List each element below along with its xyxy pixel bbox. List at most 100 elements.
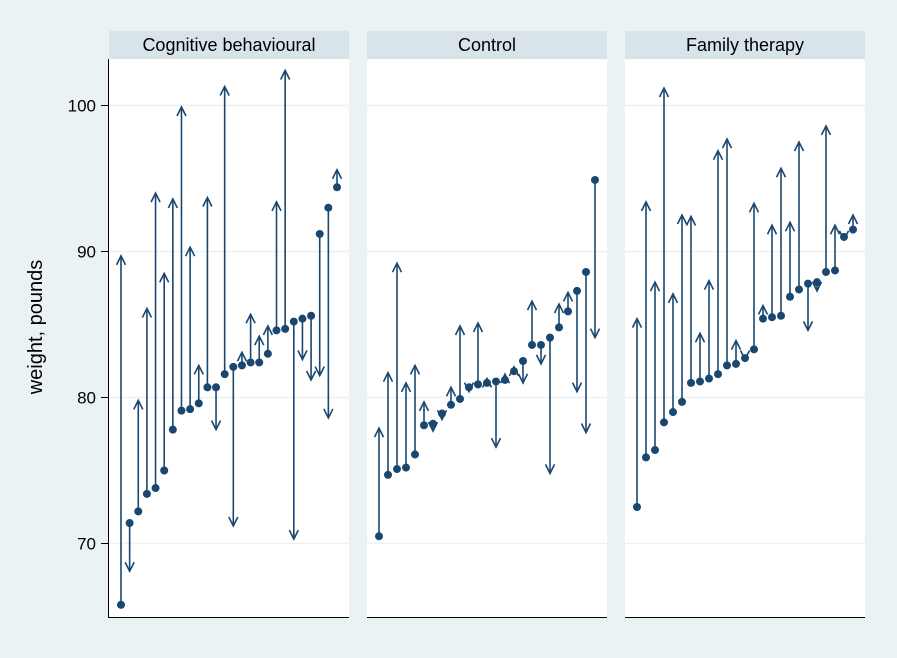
start-point [759, 314, 767, 323]
panel-background [109, 59, 349, 617]
start-point [438, 409, 446, 418]
arrow-head [472, 321, 484, 333]
arrow-head [262, 324, 274, 336]
arrow-head [775, 166, 787, 178]
start-point [142, 489, 151, 498]
arrow-head [544, 464, 556, 476]
start-point [849, 225, 857, 234]
panel-3: Family therapy [625, 31, 865, 618]
panel-background [367, 59, 607, 617]
arrow-head [400, 381, 412, 393]
arrow-head [409, 363, 421, 375]
start-point [474, 380, 482, 389]
y-tick-label: 70 [77, 535, 96, 554]
y-tick-label: 90 [77, 243, 96, 262]
y-tick-label: 100 [68, 97, 96, 116]
arrow-head [288, 529, 300, 541]
panel-title: Cognitive behavioural [142, 35, 315, 55]
arrow-head [694, 331, 706, 343]
start-point [160, 466, 169, 475]
start-point [528, 340, 536, 349]
arrow-head [631, 316, 643, 329]
start-point [447, 400, 455, 409]
panel-strip [625, 31, 865, 59]
arrow-head [649, 280, 661, 292]
arrow-head [236, 350, 248, 362]
start-point [831, 266, 839, 275]
arrow-head [730, 338, 742, 350]
arrow-head [571, 382, 583, 394]
start-point [633, 503, 641, 511]
arrow-head [553, 302, 565, 314]
panel-background [625, 59, 865, 617]
arrow-head [793, 140, 805, 152]
arrow-head [580, 423, 592, 435]
start-point [483, 378, 491, 387]
panel-strip [109, 31, 349, 59]
arrow-head [757, 303, 769, 315]
arrow-head [150, 191, 161, 203]
start-point [705, 374, 713, 383]
y-tick-label: 80 [77, 389, 96, 408]
start-point [411, 450, 419, 459]
start-point [678, 397, 686, 406]
start-point [741, 354, 749, 363]
panel-2: Control [367, 31, 607, 618]
start-point [822, 267, 830, 276]
start-point [177, 406, 186, 415]
start-point [255, 358, 264, 367]
start-point [203, 383, 212, 392]
start-point [134, 507, 143, 516]
arrow-head [676, 213, 688, 225]
panel-title: Control [458, 35, 516, 55]
arrow-head [829, 223, 841, 235]
arrow-head [721, 137, 733, 149]
arrow-head [703, 278, 715, 291]
start-point [307, 311, 316, 320]
arrow-head [391, 261, 403, 273]
start-point [510, 367, 518, 376]
start-point [246, 358, 255, 367]
arrow-head [323, 408, 334, 420]
start-point [750, 345, 758, 354]
arrow-head [167, 197, 179, 209]
arrow-head [271, 200, 282, 212]
start-point [168, 425, 177, 434]
start-point [687, 378, 695, 387]
start-point [194, 399, 203, 408]
start-point [315, 229, 324, 238]
start-point [384, 470, 392, 479]
arrow-head [133, 398, 144, 410]
arrow-head [802, 320, 814, 333]
arrow-head [373, 426, 385, 438]
start-point [117, 600, 125, 609]
arrow-head [535, 354, 547, 366]
start-point [732, 359, 740, 368]
start-point [519, 357, 527, 365]
start-point [212, 383, 221, 392]
arrow-head [445, 385, 457, 397]
start-point [186, 405, 195, 414]
panel-title: Family therapy [686, 35, 804, 55]
arrow-head [640, 200, 652, 212]
arrow-head [811, 281, 823, 293]
start-point [546, 333, 554, 342]
start-point [786, 292, 794, 301]
start-point [768, 313, 776, 322]
arrow-head [562, 290, 574, 302]
arrow-head [526, 299, 538, 311]
start-point [642, 453, 650, 462]
arrow-head [254, 334, 265, 346]
start-point [840, 232, 848, 241]
start-point [420, 421, 428, 430]
start-point [651, 446, 659, 455]
start-point [151, 484, 160, 493]
arrow-head [210, 420, 222, 432]
arrow-head [517, 373, 529, 385]
arrow-head [712, 148, 724, 161]
start-point [272, 326, 281, 335]
start-point [125, 519, 134, 528]
arrow-head [228, 516, 239, 528]
start-point [281, 324, 290, 333]
